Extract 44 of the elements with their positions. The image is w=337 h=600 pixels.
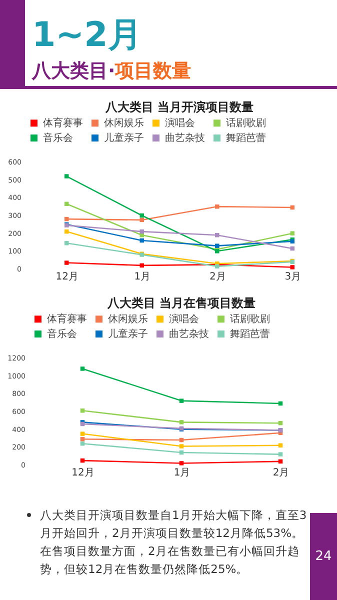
legend-label: 演唱会 [165, 117, 195, 130]
point [179, 398, 184, 403]
legend-label: 音乐会 [47, 328, 77, 340]
legend-label: 体育赛事 [43, 117, 83, 130]
point [278, 452, 283, 456]
legend-label: 舞蹈芭蕾 [226, 132, 266, 144]
legend-label: 音乐会 [43, 132, 73, 144]
text: 八大类目· [32, 60, 116, 82]
text: 项目数量 [115, 60, 192, 82]
point [64, 174, 69, 178]
chart-title: 八大类目 当月在售项目数量 [106, 296, 256, 310]
legend-label: 话剧歌剧 [230, 313, 270, 326]
point [80, 437, 85, 442]
point [64, 241, 69, 246]
legend-label: 儿童亲子 [108, 328, 148, 340]
text: 八大类目开演项目数量自1月开始大幅下降，直至3月开始回升，2月开演项目数量较12月降低53%。在售项目数量方面，2月在售数量已有小幅回升趋势，但较12月在售数量仍然降低25%。 [40, 507, 308, 578]
point [80, 366, 85, 371]
legend-label: 演唱会 [169, 313, 199, 326]
point [64, 260, 69, 265]
legend-label: 休闲娱乐 [108, 313, 148, 326]
legend-label: 曲艺杂技 [169, 328, 209, 340]
x-tick-label: 2月 [272, 468, 290, 478]
text: 1~2月 [32, 14, 142, 57]
point [179, 444, 184, 448]
point [290, 265, 294, 270]
x-tick-label: 12月 [56, 272, 78, 282]
legend-label: 曲艺杂技 [165, 132, 205, 144]
x-tick-label: 1月 [134, 272, 151, 282]
point [179, 420, 184, 424]
legend-label: 舞蹈芭蕾 [230, 328, 270, 340]
x-tick-label: 12月 [72, 468, 94, 478]
x-tick-label: 2月 [209, 272, 226, 282]
legend-label: 儿童亲子 [104, 132, 144, 144]
point [290, 231, 294, 236]
point [179, 461, 184, 466]
x-tick-label: 1月 [174, 468, 190, 478]
point [215, 244, 220, 248]
legend-label: 休闲娱乐 [104, 117, 144, 130]
chart-title: 八大类目 当月开演项目数量 [104, 100, 254, 114]
legend-label: 体育赛事 [47, 313, 87, 326]
text: 24 [310, 513, 337, 600]
point [80, 432, 85, 436]
x-tick-label: 3月 [284, 272, 302, 282]
legend-label: 话剧歌剧 [226, 117, 266, 130]
